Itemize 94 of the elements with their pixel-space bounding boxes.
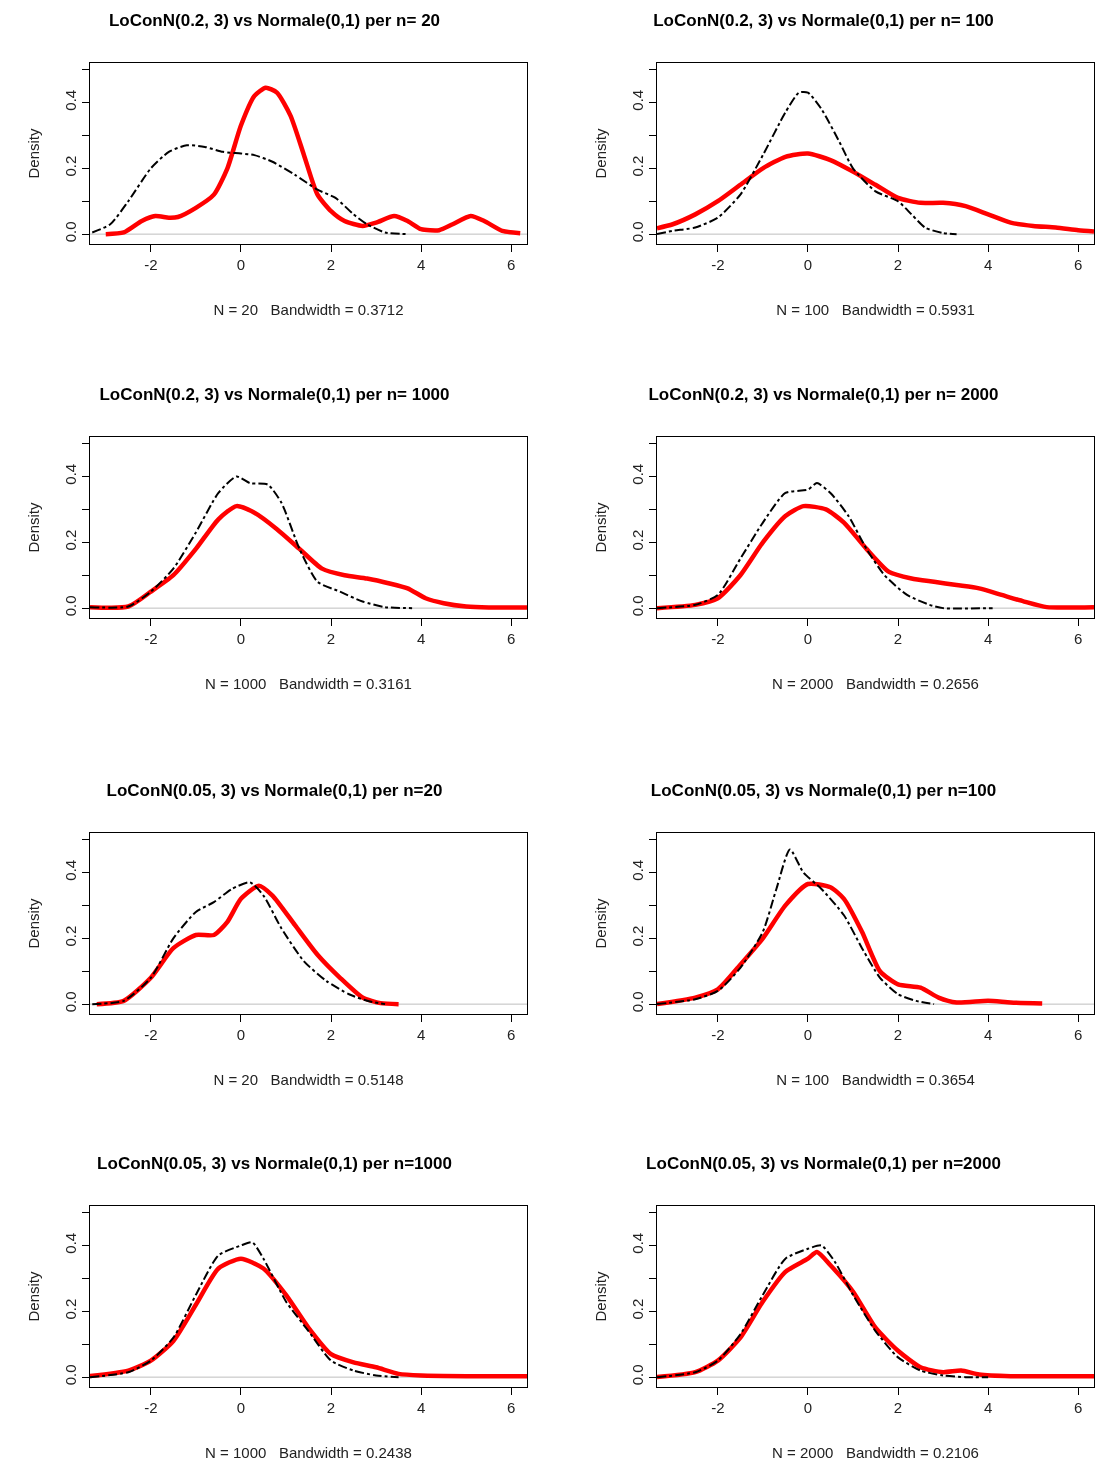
line-series — [657, 881, 1045, 1007]
x-tick-label: 4 — [416, 256, 426, 273]
chart-title: LoConN(0.05, 3) vs Normale(0,1) per n=1000 — [97, 1153, 452, 1173]
x-tick-label: 6 — [1074, 1399, 1083, 1416]
y-axis-title: Density — [592, 898, 610, 949]
y-tick-label: 0.4 — [629, 463, 646, 485]
y-tick-label: 0.2 — [62, 925, 79, 947]
line-series — [657, 151, 1094, 234]
x-tick-label: 0 — [803, 256, 813, 273]
chart-title: LoConN(0.2, 3) vs Normale(0,1) per n= 20 — [108, 10, 441, 30]
y-tick-label: 0.2 — [629, 925, 646, 947]
y-axis-title: Density — [25, 502, 43, 553]
y-axis-title: Density — [25, 898, 43, 949]
y-tick-label: 0.0 — [629, 595, 646, 617]
chart-title: LoConN(0.2, 3) vs Normale(0,1) per n= 2000 — [648, 384, 999, 404]
x-tick-label: 4 — [983, 630, 993, 647]
x-tick-label: 2 — [893, 630, 903, 647]
x-tick-label: 6 — [507, 1026, 516, 1043]
x-tick-label: 0 — [236, 256, 246, 273]
x-tick-label: 0 — [803, 1399, 813, 1416]
y-tick-label: 0.0 — [62, 595, 79, 617]
line-series — [91, 144, 409, 236]
x-tick-label: -2 — [711, 1026, 725, 1043]
x-tick-label: 0 — [236, 630, 246, 647]
x-axis-title: N = 2000 Bandwidth = 0.2106 — [772, 1444, 979, 1461]
x-tick-label: 4 — [983, 1026, 993, 1043]
y-tick-label: 0.0 — [629, 1364, 646, 1386]
y-tick-label: 0.4 — [62, 89, 79, 111]
x-tick-label: 2 — [326, 256, 336, 273]
x-tick-label: 2 — [893, 256, 903, 273]
x-tick-label: 2 — [326, 1026, 336, 1043]
chart-title: LoConN(0.05, 3) vs Normale(0,1) per n=100 — [650, 780, 997, 800]
x-tick-label: 2 — [326, 1399, 336, 1416]
y-tick-label: 0.0 — [62, 1364, 79, 1386]
x-tick-label: 2 — [893, 1399, 903, 1416]
x-tick-label: 6 — [507, 256, 516, 273]
x-axis-title: N = 100 Bandwidth = 0.5931 — [776, 301, 975, 318]
y-tick-label: 0.0 — [629, 221, 646, 243]
y-axis-title: Density — [25, 1271, 43, 1322]
y-axis-title: Density — [592, 1271, 610, 1322]
x-tick-label: 4 — [416, 1399, 426, 1416]
x-tick-label: 4 — [416, 1026, 426, 1043]
chart-title: LoConN(0.05, 3) vs Normale(0,1) per n=20 — [106, 780, 443, 800]
x-axis-title: N = 100 Bandwidth = 0.3654 — [776, 1071, 975, 1088]
x-tick-label: -2 — [144, 256, 158, 273]
y-tick-label: 0.2 — [629, 155, 646, 177]
x-tick-label: -2 — [144, 1399, 158, 1416]
x-tick-label: 2 — [893, 1026, 903, 1043]
x-tick-label: 0 — [236, 1399, 246, 1416]
y-tick-label: 0.2 — [62, 529, 79, 551]
x-tick-label: -2 — [144, 630, 158, 647]
chart-title: LoConN(0.05, 3) vs Normale(0,1) per n=2000 — [646, 1153, 1001, 1173]
x-tick-label: 6 — [507, 630, 516, 647]
x-tick-label: 6 — [507, 1399, 516, 1416]
x-tick-label: 4 — [416, 630, 426, 647]
x-axis-title: N = 20 Bandwidth = 0.3712 — [213, 301, 404, 318]
x-tick-label: 0 — [803, 1026, 813, 1043]
chart-title: LoConN(0.2, 3) vs Normale(0,1) per n= 1000 — [99, 384, 450, 404]
y-axis-title: Density — [592, 502, 610, 553]
x-tick-label: 0 — [803, 630, 813, 647]
y-tick-label: 0.0 — [62, 991, 79, 1013]
y-tick-label: 0.4 — [629, 1232, 646, 1254]
line-series — [90, 1256, 527, 1379]
y-tick-label: 0.2 — [62, 1298, 79, 1320]
y-tick-label: 0.2 — [62, 155, 79, 177]
y-tick-label: 0.0 — [629, 991, 646, 1013]
x-tick-label: 2 — [326, 630, 336, 647]
line-series — [657, 503, 1094, 611]
y-tick-label: 0.4 — [629, 859, 646, 881]
x-tick-label: 6 — [1074, 630, 1083, 647]
y-tick-label: 0.2 — [629, 1298, 646, 1320]
y-tick-label: 0.2 — [629, 529, 646, 551]
x-tick-label: -2 — [711, 630, 725, 647]
y-tick-label: 0.4 — [629, 89, 646, 111]
x-tick-label: 0 — [236, 1026, 246, 1043]
y-tick-label: 0.0 — [62, 221, 79, 243]
y-axis-title: Density — [25, 128, 43, 179]
x-tick-label: -2 — [711, 256, 725, 273]
y-tick-label: 0.4 — [62, 1232, 79, 1254]
x-axis-title: N = 20 Bandwidth = 0.5148 — [213, 1071, 404, 1088]
y-tick-label: 0.4 — [62, 463, 79, 485]
x-tick-label: 6 — [1074, 256, 1083, 273]
y-tick-label: 0.4 — [62, 859, 79, 881]
line-series — [103, 85, 523, 237]
x-axis-title: N = 1000 Bandwidth = 0.3161 — [205, 675, 412, 692]
x-axis-title: N = 1000 Bandwidth = 0.2438 — [205, 1444, 412, 1461]
chart-title: LoConN(0.2, 3) vs Normale(0,1) per n= 100 — [653, 10, 994, 30]
x-axis-title: N = 2000 Bandwidth = 0.2656 — [772, 675, 979, 692]
x-tick-label: 4 — [983, 256, 993, 273]
x-tick-label: -2 — [711, 1399, 725, 1416]
y-axis-title: Density — [592, 128, 610, 179]
x-tick-label: -2 — [144, 1026, 158, 1043]
x-tick-label: 4 — [983, 1399, 993, 1416]
x-tick-label: 6 — [1074, 1026, 1083, 1043]
